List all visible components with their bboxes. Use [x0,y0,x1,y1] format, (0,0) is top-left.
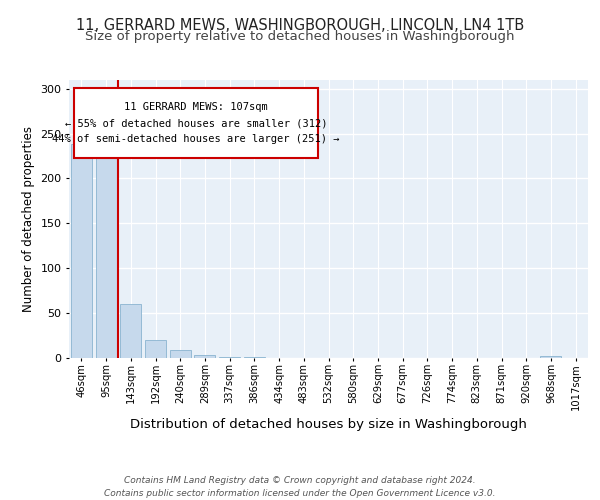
Bar [194,355,215,358]
Text: Contains HM Land Registry data © Crown copyright and database right 2024.
Contai: Contains HM Land Registry data © Crown c… [104,476,496,498]
Text: 11, GERRARD MEWS, WASHINGBOROUGH, LINCOLN, LN4 1TB: 11, GERRARD MEWS, WASHINGBOROUGH, LINCOL… [76,18,524,32]
Bar [219,356,240,358]
Bar [71,144,92,358]
Bar [541,356,562,358]
Bar [145,340,166,357]
Bar [120,304,141,358]
Text: 11 GERRARD MEWS: 107sqm
← 55% of detached houses are smaller (312)
44% of semi-d: 11 GERRARD MEWS: 107sqm ← 55% of detache… [52,102,340,144]
Bar [95,139,116,358]
X-axis label: Distribution of detached houses by size in Washingborough: Distribution of detached houses by size … [130,418,527,431]
Text: Size of property relative to detached houses in Washingborough: Size of property relative to detached ho… [85,30,515,43]
Y-axis label: Number of detached properties: Number of detached properties [22,126,35,312]
FancyBboxPatch shape [74,88,318,158]
Bar [170,350,191,358]
Bar [244,356,265,358]
